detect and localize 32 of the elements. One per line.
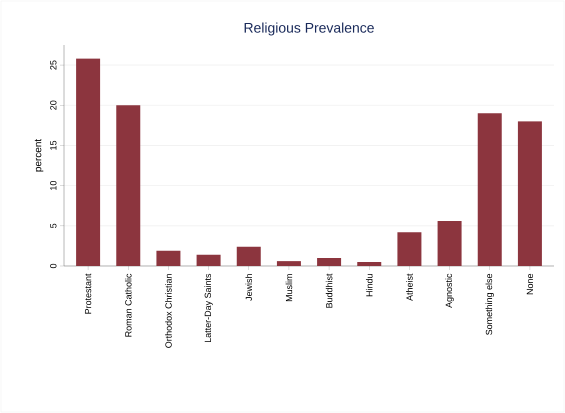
bar xyxy=(478,113,502,266)
x-tick-label: Buddhist xyxy=(326,274,332,308)
x-tick-label: Muslim xyxy=(286,274,292,302)
bar xyxy=(518,121,542,266)
x-tick-label: Roman Catholic xyxy=(124,274,132,337)
x-tick-label: Something else xyxy=(486,274,494,335)
x-tick-label: Hindu xyxy=(366,274,373,296)
y-tick-label: 5 xyxy=(50,224,56,228)
y-tick-label: 15 xyxy=(50,140,56,150)
x-tick-label: Protestant xyxy=(84,274,92,314)
x-tick-label: None xyxy=(526,274,534,294)
bar xyxy=(236,246,261,266)
bar xyxy=(397,232,422,266)
chart-title: Religious Prevalence xyxy=(244,22,374,36)
y-tick-label: 10 xyxy=(50,180,56,190)
bar xyxy=(196,254,221,266)
bar xyxy=(76,58,100,266)
bar xyxy=(156,250,180,266)
x-tick-label: Jewish xyxy=(245,274,252,301)
bar xyxy=(357,262,382,266)
x-tick-label: Agnostic xyxy=(445,274,454,308)
bar xyxy=(317,258,342,266)
x-tick-label: Atheist xyxy=(406,274,413,301)
y-tick-label: 20 xyxy=(50,100,56,110)
x-tick-label: Latter-Day Saints xyxy=(204,274,213,342)
y-axis-title: percent xyxy=(34,138,44,172)
bar xyxy=(438,220,462,266)
y-tick-label: 0 xyxy=(50,264,56,268)
y-tick-label: 25 xyxy=(50,60,56,70)
x-tick-label: Orthodox Christian xyxy=(165,274,172,348)
bar xyxy=(116,105,140,266)
bar xyxy=(276,261,301,266)
